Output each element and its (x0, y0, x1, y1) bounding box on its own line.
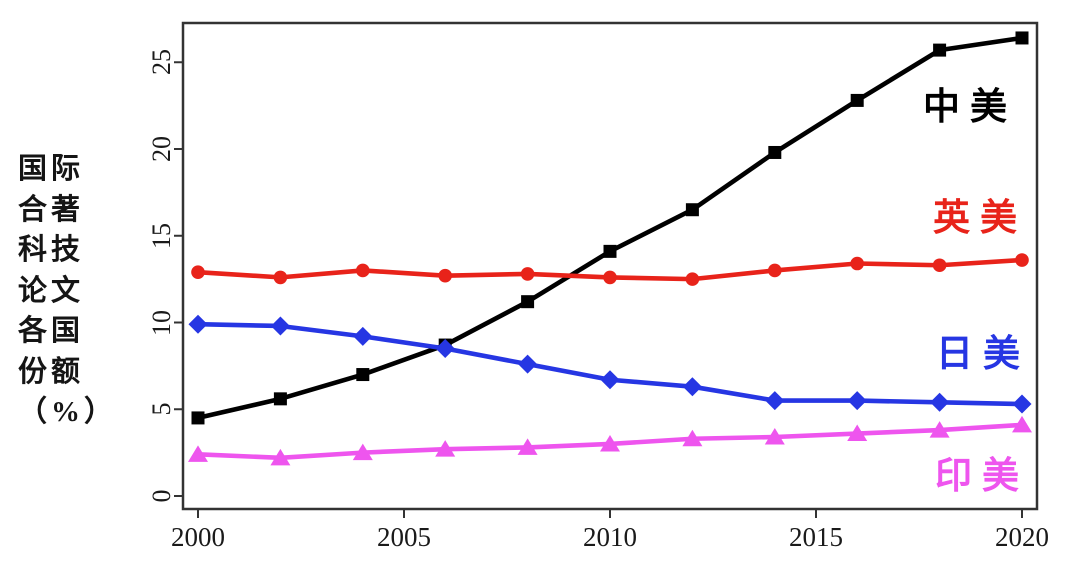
y-axis-title-line: 合著 (18, 193, 85, 226)
series-1-marker (685, 272, 700, 286)
y-tick-label: 20 (147, 136, 176, 162)
series-3-marker (929, 421, 950, 438)
y-tick-label: 15 (147, 222, 176, 249)
series-0-marker (768, 145, 782, 159)
series-1-marker (768, 263, 782, 278)
series-3-marker (600, 434, 620, 452)
y-axis-title-line: 份额 (18, 355, 85, 388)
series-2-marker (435, 339, 455, 359)
series-0-marker (685, 203, 699, 217)
y-axis-title-line: （%） (18, 396, 118, 428)
series-2-marker (765, 391, 785, 411)
y-axis-title-line: 国际 (18, 153, 85, 185)
series-label-uk-us: 英美 (933, 198, 1027, 239)
series-2-marker (930, 392, 950, 412)
y-axis-title: 国际合著科技论文各国份额 （%） (18, 149, 118, 433)
y-axis-title-line: 科技 (18, 234, 85, 266)
series-1-marker (850, 256, 864, 271)
x-tick-label: 2000 (171, 522, 225, 552)
series-0-marker (603, 244, 617, 258)
y-tick-label: 5 (147, 402, 176, 416)
series-1-marker (520, 267, 535, 281)
y-tick-label: 10 (147, 309, 176, 336)
series-1-marker (273, 270, 288, 285)
series-2-marker (1012, 394, 1032, 414)
series-0-marker (521, 295, 535, 309)
series-2-marker (353, 326, 373, 346)
x-tick-label: 2020 (995, 522, 1049, 552)
series-1-marker (191, 265, 205, 279)
series-label-india-us: 印美 (935, 456, 1029, 497)
series-2-marker (518, 354, 538, 374)
series-3-marker (270, 448, 291, 466)
series-3-marker (682, 429, 703, 447)
series-2-marker (600, 370, 620, 390)
y-axis-title-line: 各国 (18, 315, 85, 347)
series-1-marker (603, 270, 617, 285)
series-2-marker (682, 377, 702, 397)
series-label-china-us: 中美 (923, 87, 1017, 128)
series-3-marker (188, 445, 208, 462)
series-3-marker (517, 438, 538, 455)
series-2-marker (270, 316, 290, 336)
y-tick-label: 25 (147, 49, 176, 76)
series-2-marker (847, 391, 867, 411)
series-1-marker (932, 258, 947, 273)
series-1-marker (356, 263, 370, 278)
series-0-marker (356, 368, 370, 382)
x-tick-label: 2010 (583, 522, 637, 552)
series-0-marker (1015, 31, 1029, 45)
series-0-marker (933, 43, 947, 57)
series-3-marker (1012, 415, 1032, 433)
series-0-marker (850, 93, 864, 107)
y-axis-title-line: 论文 (18, 274, 85, 307)
series-label-japan-us: 日美 (936, 334, 1030, 375)
y-tick-label: 0 (147, 489, 176, 503)
series-line-0 (195, 35, 1025, 421)
x-tick-label: 2005 (377, 522, 431, 552)
series-0-marker (273, 392, 287, 406)
series-3-marker (764, 428, 785, 445)
series-line-2 (195, 321, 1025, 407)
series-1-marker (1015, 253, 1029, 267)
series-3-marker (847, 424, 868, 442)
series-1-marker (438, 268, 453, 283)
series-2-marker (188, 314, 208, 334)
series-3-marker (435, 440, 456, 457)
x-tick-label: 2015 (789, 522, 843, 552)
series-0-marker (191, 411, 205, 425)
series-3-marker (352, 443, 373, 461)
